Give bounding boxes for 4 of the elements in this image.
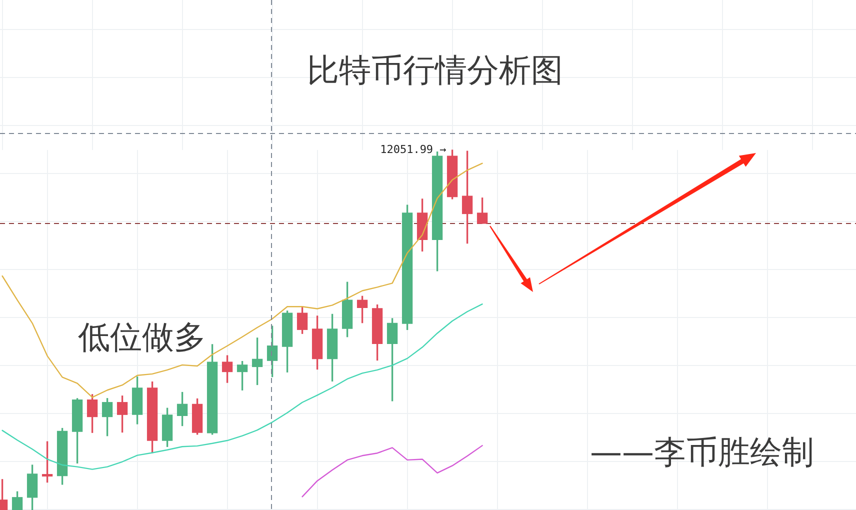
chart-title: 比特币行情分析图: [307, 51, 563, 89]
text: ——李币胜绘制: [590, 433, 814, 471]
annotation: 12051.99 →: [380, 143, 446, 156]
annotation: 低位做多: [78, 318, 206, 356]
